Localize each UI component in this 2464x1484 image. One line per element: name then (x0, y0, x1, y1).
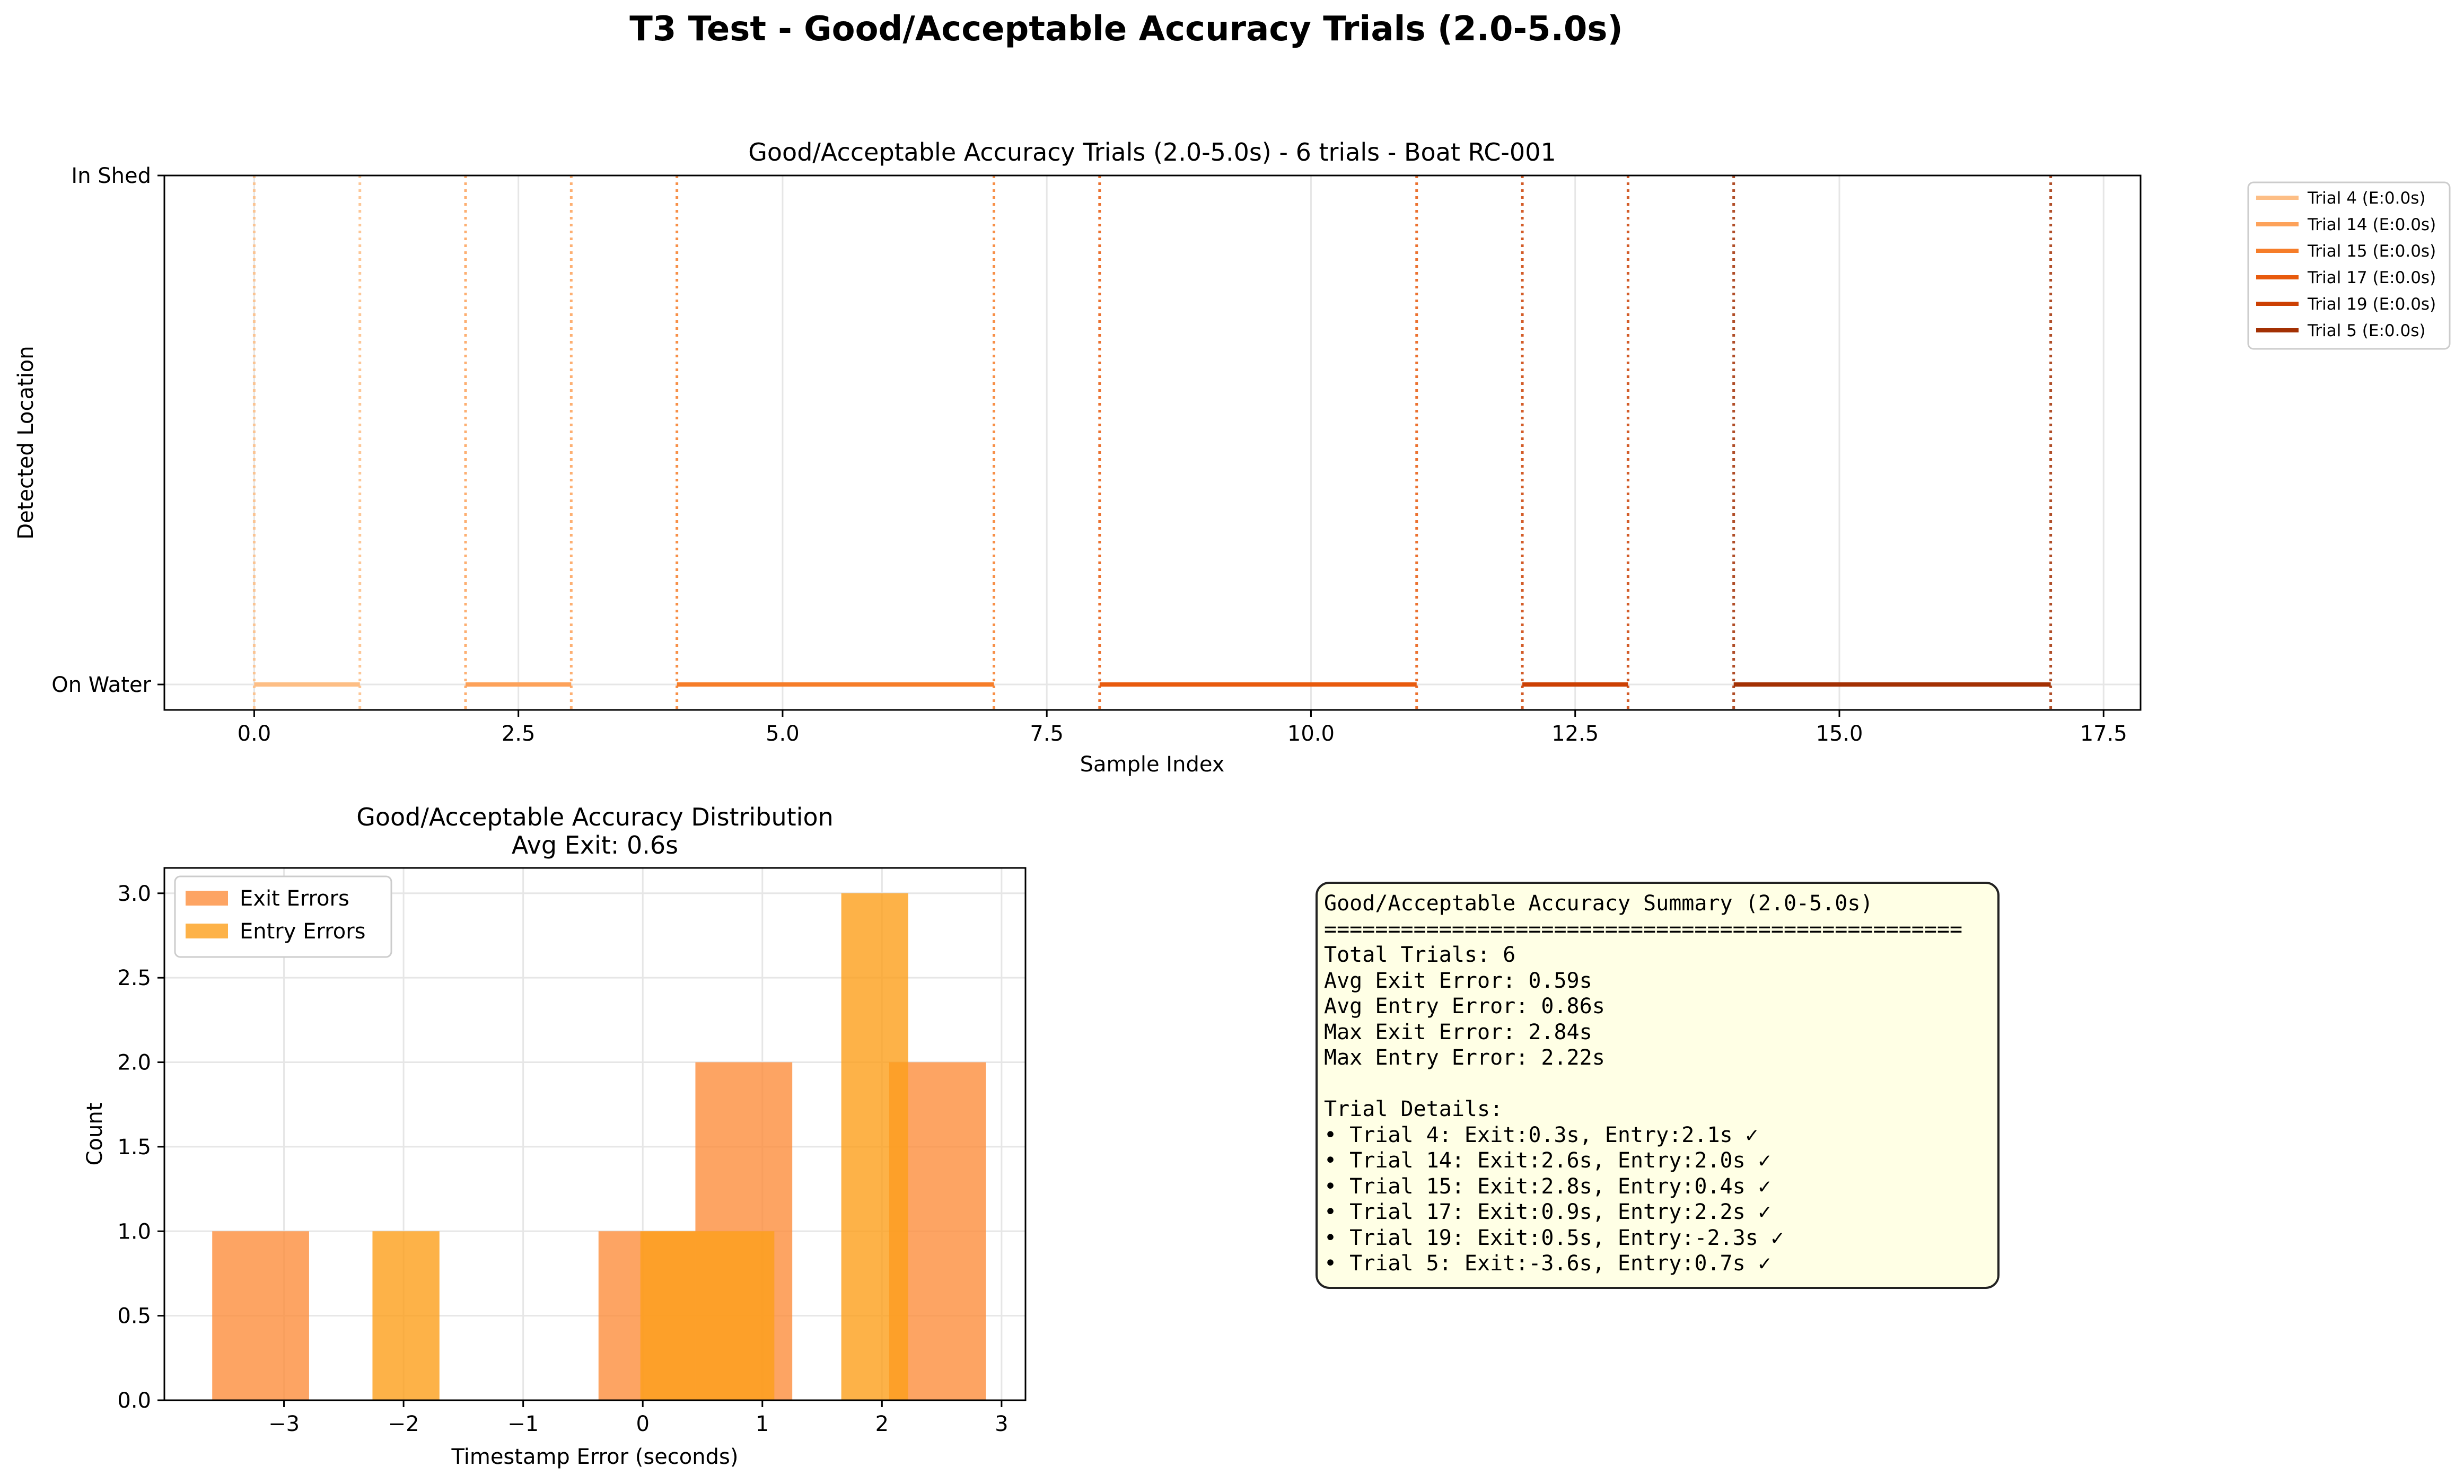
histogram-y-ticks: 0.0 0.5 1.0 1.5 2.0 2.5 3.0 (117, 882, 164, 1413)
histogram-y-tick-label: 3.0 (117, 882, 151, 906)
timeline-legend-label: Trial 17 (E:0.0s) (2307, 268, 2436, 287)
histogram-bars (212, 893, 986, 1400)
histogram-bar (640, 1231, 775, 1400)
histogram-x-tick-label: −2 (388, 1412, 419, 1436)
timeline-legend-label: Trial 5 (E:0.0s) (2307, 321, 2425, 340)
timeline-x-axis-label: Sample Index (1080, 752, 1225, 777)
histogram-y-tick-label: 0.5 (117, 1304, 151, 1329)
histogram-x-axis-label: Timestamp Error (seconds) (451, 1445, 739, 1469)
timeline-x-tick-label: 0.0 (238, 722, 271, 746)
histogram-x-tick-label: 2 (875, 1412, 889, 1436)
histogram-legend-swatch (186, 891, 228, 906)
timeline-legend: Trial 4 (E:0.0s) Trial 14 (E:0.0s) Trial 1… (2247, 181, 2451, 350)
histogram-x-ticks: −3 −2 −1 0 1 2 3 (268, 1400, 1009, 1436)
timeline-x-tick-label: 12.5 (1551, 722, 1599, 746)
histogram-legend-swatch (186, 924, 228, 938)
timeline-y-tick-label: On Water (51, 673, 151, 697)
histogram-legend-frame (174, 875, 392, 958)
timeline-legend-label: Trial 4 (E:0.0s) (2307, 189, 2425, 208)
summary-text: Good/Acceptable Accuracy Summary (2.0-5.… (1324, 891, 1963, 1276)
histogram-y-tick-label: 0.0 (117, 1389, 151, 1413)
histogram-legend-label: Exit Errors (240, 886, 349, 911)
histogram-bar (372, 1231, 440, 1400)
timeline-x-tick-label: 5.0 (766, 722, 800, 746)
histogram-y-tick-label: 1.5 (117, 1135, 151, 1160)
summary-box (1316, 882, 2000, 1289)
timeline-grid (164, 174, 2141, 710)
error-histogram-chart: −3 −2 −1 0 1 2 3 0.0 0.5 1.0 1.5 2.0 2.5 3.0 Good/Ac… (83, 803, 1027, 1469)
histogram-y-tick-label: 2.0 (117, 1051, 151, 1075)
histogram-x-tick-label: 1 (756, 1412, 769, 1436)
timeline-title: Good/Acceptable Accuracy Trials (2.0-5.0… (748, 138, 1556, 166)
timeline-x-tick-label: 7.5 (1030, 722, 1064, 746)
histogram-x-tick-label: −3 (268, 1412, 300, 1436)
histogram-plot-frame (163, 867, 1027, 1401)
timeline-x-tick-label: 2.5 (502, 722, 536, 746)
timeline-legend-label: Trial 15 (E:0.0s) (2307, 242, 2436, 261)
timeline-plot-frame (163, 174, 2142, 711)
timeline-y-tick-label: In Shed (71, 164, 151, 188)
histogram-x-tick-label: −1 (507, 1412, 539, 1436)
histogram-y-axis-label: Count (83, 1103, 107, 1166)
histogram-legend-label: Entry Errors (240, 919, 365, 944)
histogram-title-line-1: Good/Acceptable Accuracy Distribution (356, 803, 834, 831)
histogram-legend: Exit Errors Entry Errors (174, 875, 392, 958)
histogram-x-tick-label: 0 (636, 1412, 649, 1436)
timeline-x-tick-label: 15.0 (1816, 722, 1863, 746)
histogram-x-tick-label: 3 (995, 1412, 1008, 1436)
timeline-legend-label: Trial 14 (E:0.0s) (2307, 215, 2436, 234)
timeline-series (252, 175, 2053, 710)
timeline-y-axis-label: Detected Location (14, 346, 38, 539)
histogram-y-tick-label: 1.0 (117, 1219, 151, 1244)
timeline-chart: 0.0 2.5 5.0 7.5 10.0 12.5 15.0 17.5 On Water In … (14, 138, 2451, 777)
timeline-x-ticks: 0.0 2.5 5.0 7.5 10.0 12.5 15.0 17.5 (238, 710, 2127, 746)
histogram-bar (841, 893, 908, 1400)
figure-suptitle: T3 Test - Good/Acceptable Accuracy Trial… (629, 10, 1623, 49)
timeline-x-tick-label: 17.5 (2080, 722, 2127, 746)
timeline-legend-label: Trial 19 (E:0.0s) (2307, 295, 2436, 314)
timeline-x-tick-label: 10.0 (1287, 722, 1335, 746)
timeline-y-ticks: On Water In Shed (51, 164, 164, 697)
histogram-bar (212, 1231, 309, 1400)
histogram-title-line-2: Avg Exit: 0.6s (512, 831, 678, 859)
histogram-y-tick-label: 2.5 (117, 966, 151, 990)
